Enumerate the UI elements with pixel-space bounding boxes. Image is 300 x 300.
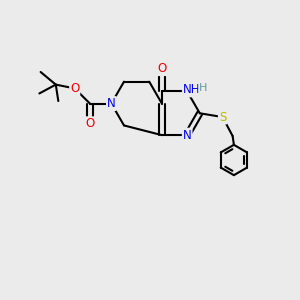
Text: N: N	[107, 97, 116, 110]
Text: N: N	[183, 129, 191, 142]
Text: O: O	[157, 62, 167, 75]
Text: NH: NH	[183, 83, 200, 96]
Text: O: O	[70, 82, 80, 95]
Text: H: H	[199, 83, 208, 93]
Text: O: O	[85, 117, 94, 130]
Text: S: S	[219, 110, 226, 124]
